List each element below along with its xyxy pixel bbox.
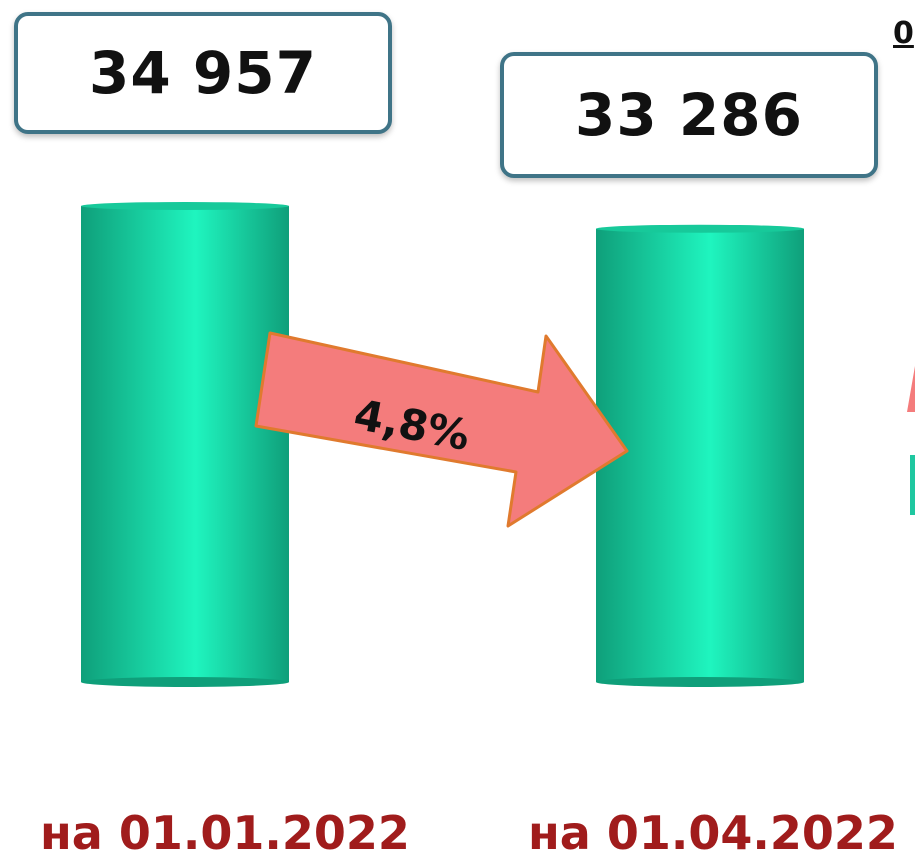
partial-bar-edge [910,455,915,515]
value-box-1: 34 957 [14,12,392,134]
bar-bottom-1 [81,677,289,687]
bar-1 [81,202,289,687]
bar-body-2 [596,228,804,683]
bar-2 [596,224,804,687]
category-label-1: на 01.01.2022 [40,806,410,860]
arrow-shape [254,331,629,528]
change-arrow: 4,8% [254,331,629,528]
bar-body-1 [81,206,289,682]
partial-arrow-edge [907,366,915,412]
category-label-2: на 01.04.2022 [528,806,898,860]
bar-top-2 [596,224,804,233]
bar-top-1 [81,202,289,210]
bar-bottom-2 [596,677,804,687]
partial-next-label: 0 [893,16,914,51]
value-box-2: 33 286 [500,52,878,178]
